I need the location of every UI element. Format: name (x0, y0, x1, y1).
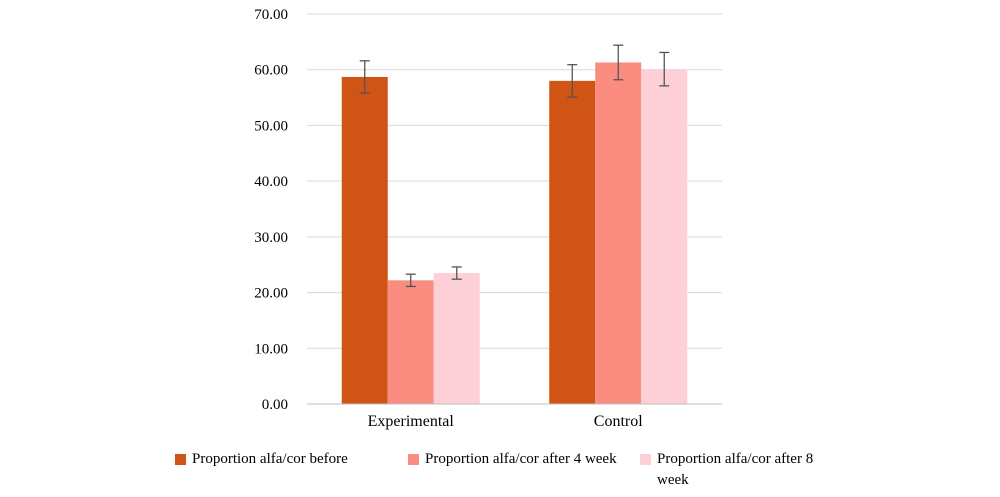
bar-chart: 0.0010.0020.0030.0040.0050.0060.0070.00 … (254, 7, 722, 430)
bar (433, 273, 480, 404)
x-category-label: Control (594, 413, 643, 430)
error-bar (451, 266, 462, 280)
bar (595, 62, 642, 404)
legend-swatch-after-8-week (640, 454, 651, 465)
y-tick-label: 50.00 (254, 118, 288, 134)
legend: Proportion alfa/cor before Proportion al… (0, 449, 1000, 497)
legend-label-after-8-week: Proportion alfa/cor after 8 week (657, 451, 814, 488)
bar (341, 76, 388, 404)
y-tick-label: 30.00 (254, 230, 288, 246)
y-tick-label: 40.00 (254, 174, 288, 190)
legend-label-after-4-week: Proportion alfa/cor after 4 week (425, 451, 617, 467)
y-tick-label: 60.00 (254, 63, 288, 79)
y-tick-label: 10.00 (254, 341, 288, 357)
legend-swatch-after-4-week (408, 454, 419, 465)
legend-item-after-4-week: Proportion alfa/cor after 4 week (408, 449, 623, 470)
bar (387, 280, 434, 404)
y-tick-label: 70.00 (254, 7, 288, 23)
y-tick-label: 20.00 (254, 286, 288, 302)
y-axis-tick-labels: 0.00 10.00 20.00 30.00 40.00 50.00 60.00 70.00 (254, 7, 288, 413)
error-bar (405, 273, 416, 288)
bar (641, 69, 688, 405)
legend-item-after-8-week: Proportion alfa/cor after 8 week (640, 449, 832, 491)
legend-label-before: Proportion alfa/cor before (192, 451, 348, 467)
x-axis-category-labels: Experimental Control (368, 413, 644, 430)
error-bars (359, 44, 670, 288)
error-bar (567, 64, 578, 98)
error-bar (613, 44, 624, 81)
y-tick-label: 0.00 (262, 397, 288, 413)
bar (549, 80, 596, 404)
error-bar (359, 60, 370, 94)
bars (341, 62, 688, 405)
x-category-label: Experimental (368, 413, 455, 430)
legend-item-before: Proportion alfa/cor before (175, 449, 390, 470)
error-bar (659, 51, 670, 87)
legend-swatch-before (175, 454, 186, 465)
